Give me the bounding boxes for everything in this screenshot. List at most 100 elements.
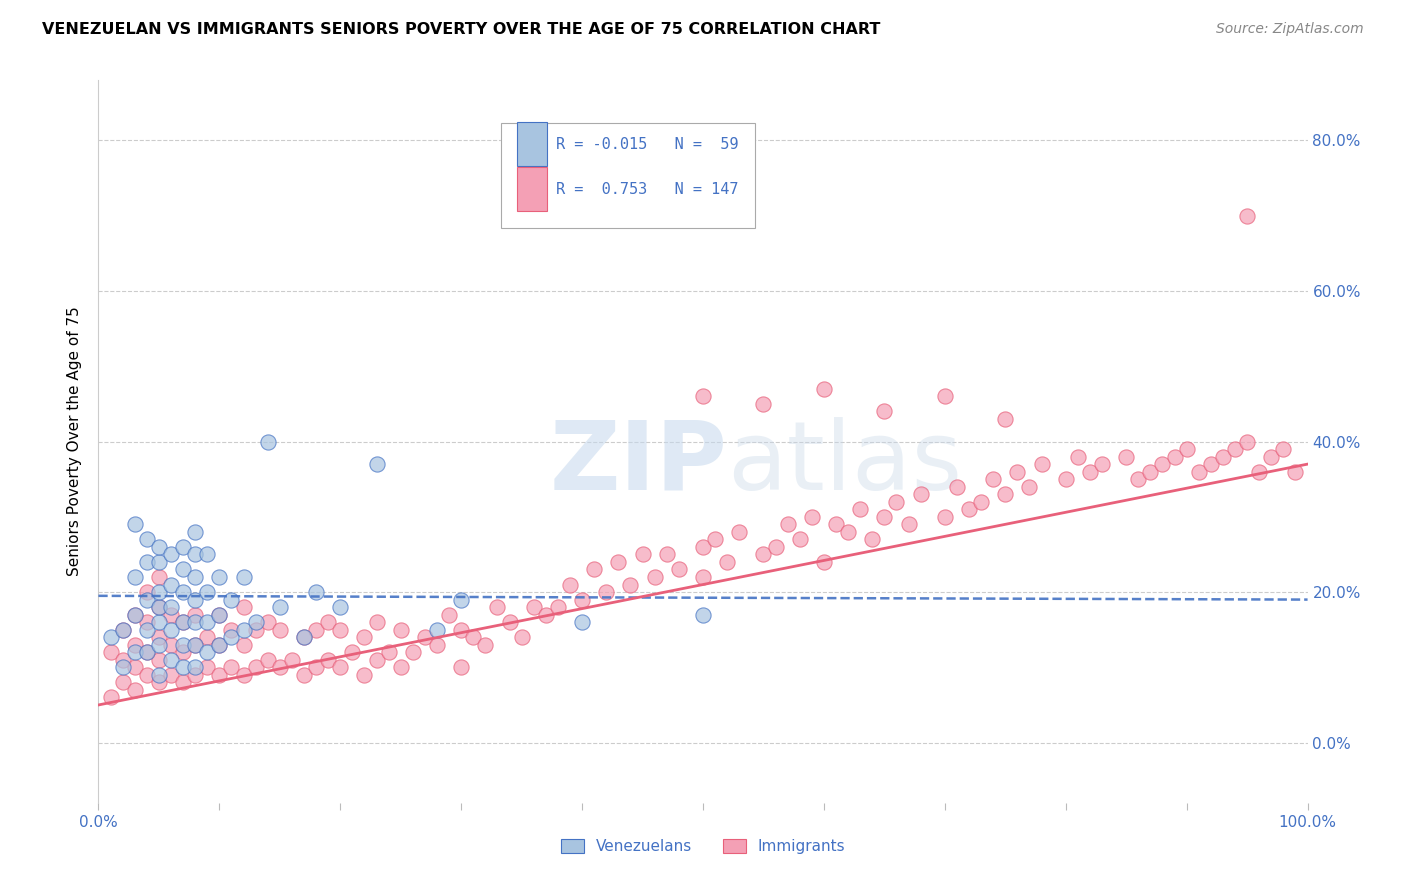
Point xyxy=(100,645,122,659)
Point xyxy=(172,638,194,652)
Point xyxy=(111,653,134,667)
Point xyxy=(195,645,218,659)
Point xyxy=(124,570,146,584)
Point xyxy=(172,615,194,630)
Point xyxy=(256,434,278,449)
Point xyxy=(426,638,449,652)
Point xyxy=(728,524,751,539)
Point xyxy=(558,577,581,591)
Point xyxy=(1236,209,1258,223)
Point xyxy=(148,555,170,569)
Point xyxy=(305,623,328,637)
Point xyxy=(160,653,183,667)
Point xyxy=(607,555,630,569)
Point xyxy=(934,389,956,403)
Point xyxy=(232,600,254,615)
Point xyxy=(1078,465,1101,479)
Point xyxy=(269,660,291,674)
Point xyxy=(1128,472,1150,486)
Point xyxy=(655,548,678,562)
Point xyxy=(837,524,859,539)
Point xyxy=(195,630,218,644)
Point xyxy=(221,660,243,674)
Point xyxy=(571,615,593,630)
Point xyxy=(160,548,183,562)
Point xyxy=(160,600,183,615)
Point xyxy=(148,675,170,690)
Point xyxy=(1223,442,1246,456)
Point xyxy=(377,645,399,659)
Point xyxy=(148,638,170,652)
Point xyxy=(970,494,993,508)
Point xyxy=(208,570,231,584)
Point xyxy=(353,630,375,644)
Point xyxy=(184,524,207,539)
Point xyxy=(413,630,436,644)
Point xyxy=(172,615,194,630)
Point xyxy=(148,570,170,584)
Point xyxy=(510,630,533,644)
Point xyxy=(135,615,157,630)
Point xyxy=(305,585,328,599)
Point xyxy=(1139,465,1161,479)
Point xyxy=(148,630,170,644)
Point xyxy=(329,660,352,674)
Point xyxy=(292,630,315,644)
Point xyxy=(208,638,231,652)
Point xyxy=(1188,465,1211,479)
Point xyxy=(124,682,146,697)
Point xyxy=(195,660,218,674)
Point xyxy=(172,675,194,690)
Point xyxy=(1199,457,1222,471)
Point xyxy=(184,570,207,584)
Point xyxy=(1236,434,1258,449)
Point xyxy=(498,615,520,630)
Point xyxy=(1067,450,1090,464)
Point xyxy=(547,600,569,615)
Point xyxy=(111,660,134,674)
Point xyxy=(184,638,207,652)
Point xyxy=(184,668,207,682)
Text: R = -0.015   N =  59: R = -0.015 N = 59 xyxy=(555,136,738,152)
Point xyxy=(208,638,231,652)
Point xyxy=(366,457,388,471)
Point xyxy=(1007,465,1029,479)
Point xyxy=(1031,457,1053,471)
Point xyxy=(124,607,146,622)
Point xyxy=(256,615,278,630)
Point xyxy=(366,653,388,667)
Point xyxy=(269,623,291,637)
Point xyxy=(316,653,339,667)
Point xyxy=(776,517,799,532)
Point xyxy=(148,668,170,682)
Point xyxy=(450,592,472,607)
Point xyxy=(135,668,157,682)
Point xyxy=(195,615,218,630)
Point xyxy=(135,645,157,659)
Point xyxy=(994,412,1017,426)
Point xyxy=(172,540,194,554)
Point xyxy=(111,623,134,637)
Point xyxy=(813,555,835,569)
Point xyxy=(195,585,218,599)
Point xyxy=(256,653,278,667)
Point xyxy=(1115,450,1137,464)
Point xyxy=(329,600,352,615)
Point xyxy=(1260,450,1282,464)
Text: ZIP: ZIP xyxy=(550,417,727,509)
Point xyxy=(789,533,811,547)
Point xyxy=(148,540,170,554)
Point xyxy=(135,592,157,607)
Point xyxy=(692,570,714,584)
Point xyxy=(184,607,207,622)
Point xyxy=(1091,457,1114,471)
Y-axis label: Seniors Poverty Over the Age of 75: Seniors Poverty Over the Age of 75 xyxy=(67,307,83,576)
Point xyxy=(124,645,146,659)
Point xyxy=(402,645,425,659)
Point xyxy=(523,600,546,615)
Point xyxy=(450,660,472,674)
Point xyxy=(124,517,146,532)
Point xyxy=(148,600,170,615)
Point xyxy=(463,630,485,644)
Point xyxy=(910,487,932,501)
